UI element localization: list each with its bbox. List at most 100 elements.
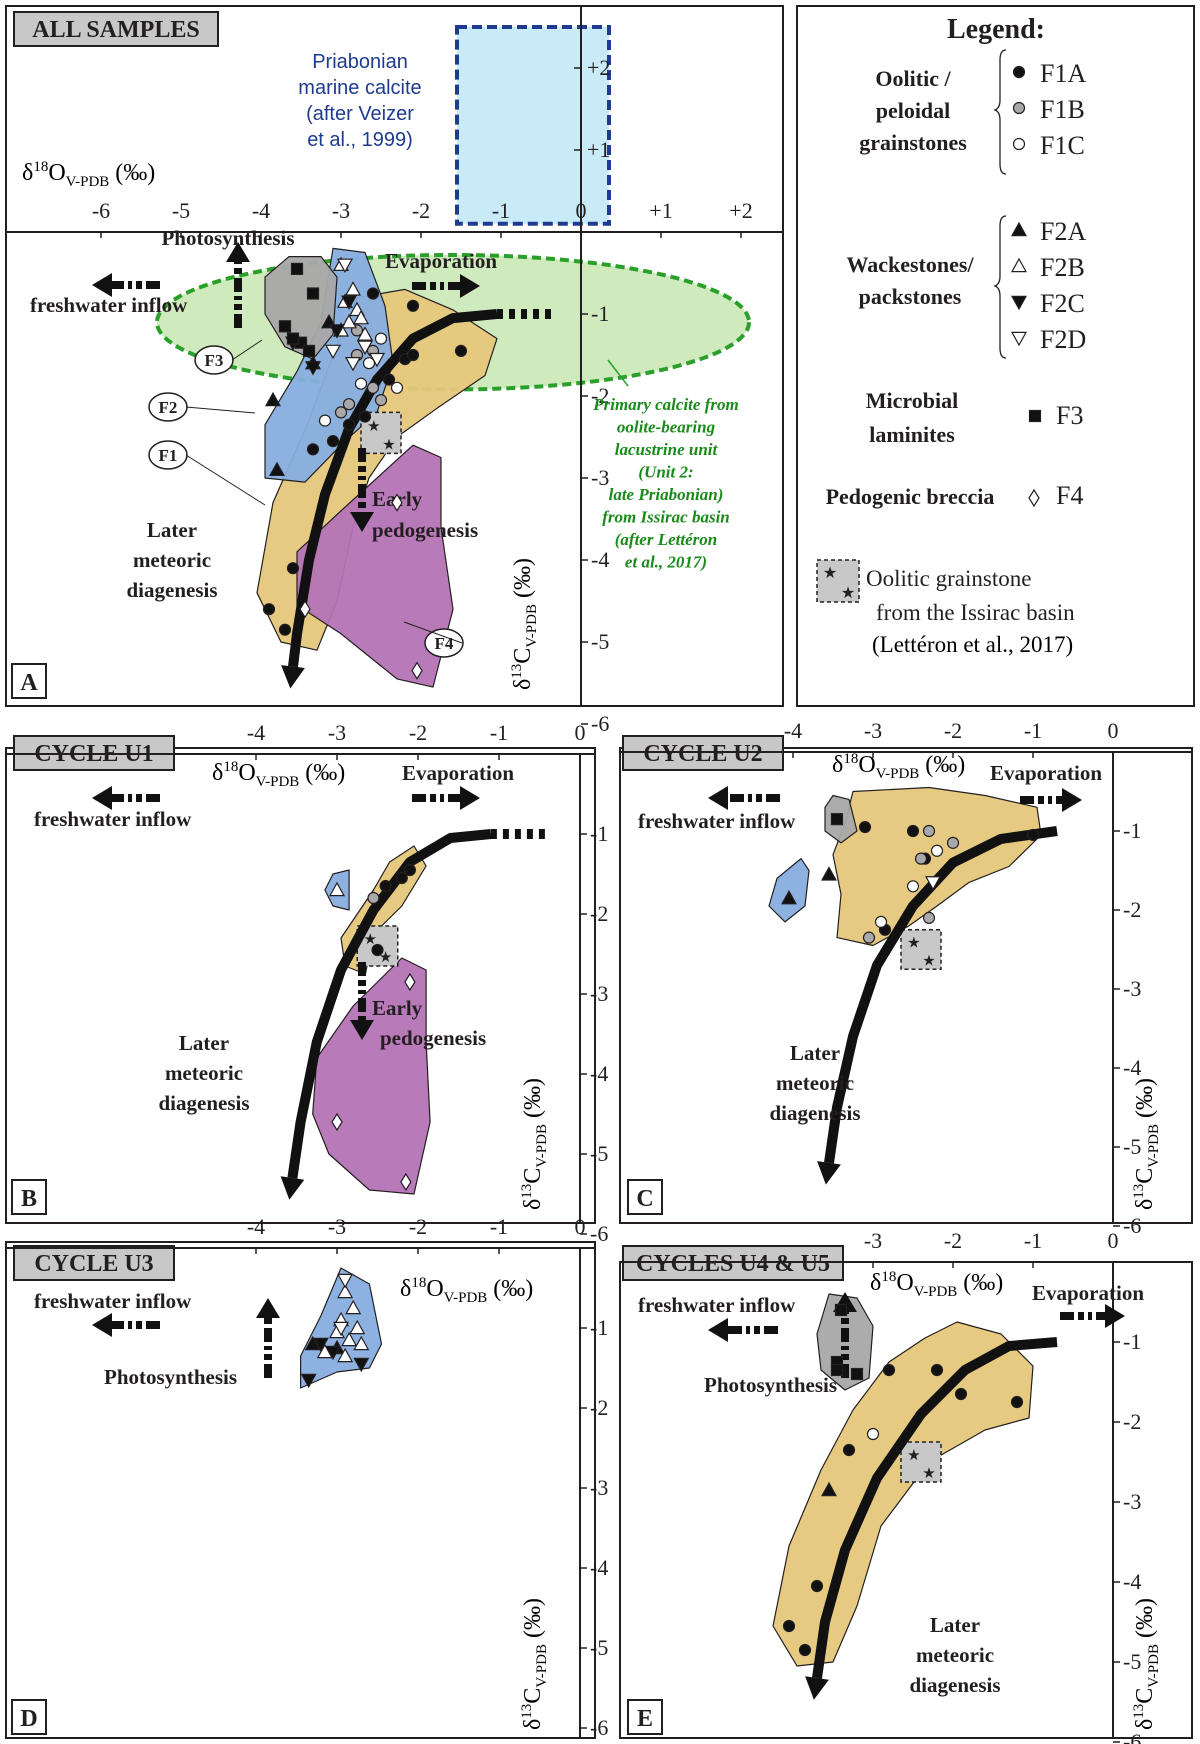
data-point-f1a [278,623,292,636]
data-point-f1c [874,915,888,928]
data-point-f1c [362,357,376,370]
early-pedogenesis-label: pedogenesis [372,518,478,542]
data-point-f2a [780,889,798,905]
data-point-f1a [403,863,416,877]
legend-item-label: F2B [1040,253,1085,282]
x-tick-label: -3 [864,718,882,743]
legend-item-label: F3 [1056,401,1083,430]
x-tick-label: -2 [409,1214,427,1239]
issirac-box-e-star: ★ [907,1448,920,1464]
x-tick-label: -4 [252,198,270,223]
y-tick-label: -4 [1123,1055,1141,1080]
lacustrine-label: from Issirac basin [602,508,730,527]
priabonian-label: marine calcite [298,77,421,99]
legend-marker-f2d [1010,331,1028,347]
lacustrine-label: (Unit 2: [638,463,693,482]
data-point-f2c [353,1357,370,1373]
legend-issirac-star: ★ [823,565,837,582]
panel-c-title: CYCLE U2 [643,741,762,767]
panel-e-letter-box [627,1699,663,1735]
data-point-f1a [906,824,920,838]
data-point-f4 [331,1112,343,1132]
legend-group-label: Microbial [866,388,958,413]
field-f4-a [296,444,454,688]
y-tick-label: -1 [1123,818,1141,843]
priabonian-label: et al., 1999) [307,129,413,151]
y-tick-label: -2 [591,383,609,408]
issirac-box-a-star: ★ [367,419,380,435]
y-axis-title: δ13CV-PDB (‰) [509,558,540,690]
data-point-f2d [337,1273,354,1289]
data-point-f3 [830,813,844,826]
photosynthesis-arrow-d-head [256,1298,280,1318]
x-tick-label: -2 [409,720,427,745]
data-point-f1a [366,287,380,300]
data-point-f1a [379,879,392,893]
data-point-f4 [400,1172,412,1192]
data-point-f3 [834,1303,848,1317]
y-tick-label: -1 [591,301,609,326]
x-tick-label: -3 [328,720,346,745]
data-point-f2b [337,1347,354,1363]
data-point-f2d [356,340,374,356]
data-point-f1a [1010,1395,1024,1409]
issirac-box-e [900,1441,942,1483]
freshwater-inflow-arrow-a-head [92,273,112,297]
tag-f1: F1 [159,446,178,465]
legend-brace [993,215,1007,359]
x-tick-label: 0 [1108,1228,1119,1253]
x-tick-label: 0 [576,198,587,223]
data-point-f2b [345,1299,362,1315]
later-meteoric-label-c: Later [790,1041,840,1065]
later-meteoric-label-e: diagenesis [909,1673,1000,1697]
tag-f2-pointer [185,406,256,414]
legend-marker-f2c [1010,295,1028,311]
issirac-box-b-star: ★ [363,932,376,948]
panel-d-letter-box [11,1699,47,1735]
data-point-f2b [340,313,358,329]
data-point-f3 [306,287,320,300]
data-point-f1a [286,562,300,575]
x-axis-title: δ18OV-PDB (‰) [22,159,155,190]
early-pedogenesis-arrow-b-head [350,1020,374,1040]
legend-item-label: F1B [1040,95,1085,124]
x-tick-label: -2 [412,198,430,223]
data-point-f2d [368,352,386,368]
diagenesis-trend-c [824,826,1058,1164]
photosynthesis-label-e: Photosynthesis [704,1373,837,1397]
y-tick-label: +2 [587,55,610,80]
lacustrine-label: et al., 2017) [625,553,707,572]
data-point-f1a [810,1579,824,1593]
evaporation-arrow-b-head [460,786,480,810]
panel-frame-d [5,1241,596,1739]
panel-a-title-box [13,11,219,47]
legend-marker-f2a [1010,221,1028,237]
data-point-f1a [782,1619,796,1633]
x-tick-label: -1 [1024,718,1042,743]
y-tick-label: -6 [590,1221,608,1246]
data-point-f1a [406,348,420,362]
legend-item-label: F2D [1040,325,1086,354]
diagenesis-trend-e [812,1337,1058,1679]
data-point-f1b [862,931,876,944]
panel-frame-c [619,747,1193,1224]
y-tick-label: -1 [590,821,608,846]
issirac-box-e-star: ★ [922,1466,935,1482]
data-point-f1a [842,1443,856,1457]
legend-frame [796,5,1195,707]
lacustrine-label: lacustrine unit [615,440,719,459]
data-point-f1a [454,344,468,357]
later-meteoric-label-e: Later [930,1613,980,1637]
data-point-f1a [342,418,356,431]
data-point-f1a [930,1363,944,1377]
freshwater-inflow-label: freshwater inflow [30,293,188,317]
later-meteoric-label: meteoric [133,548,211,572]
y-axis-title: δ13CV-PDB (‰) [519,1078,550,1210]
legend-group-label: laminites [869,422,955,447]
freshwater-inflow-label-d: freshwater inflow [34,1289,192,1313]
data-point-f4 [391,493,403,512]
x-tick-label: 0 [1108,718,1119,743]
later-meteoric-label-b: meteoric [165,1061,243,1085]
legend-item-label: F4 [1056,481,1083,510]
freshwater-inflow-arrow-e-head [708,1318,728,1342]
